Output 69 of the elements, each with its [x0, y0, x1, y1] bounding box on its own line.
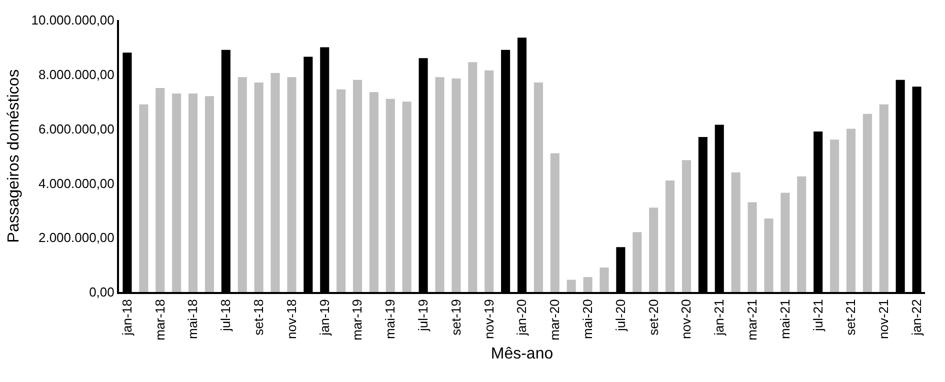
bar [830, 140, 840, 292]
x-tick-label: jul-18 [218, 299, 234, 332]
bar [172, 93, 182, 292]
bar [435, 77, 444, 292]
bar [666, 180, 675, 292]
bar [287, 77, 296, 292]
bar [204, 96, 214, 292]
bar [270, 73, 280, 292]
bar [748, 202, 757, 292]
bar [682, 160, 692, 292]
y-tick-label: 8.000.000,00 [38, 66, 114, 82]
x-tick-label: jan-21 [712, 299, 727, 336]
bar [484, 70, 494, 292]
y-tick-label: 10.000.000,00 [31, 12, 114, 28]
x-tick-label: mai-19 [382, 299, 398, 339]
bar [254, 82, 264, 292]
x-tick-label: mai-21 [777, 299, 792, 339]
y-tick-label: 2.000.000,00 [38, 230, 114, 246]
x-tick-label: set-21 [843, 299, 858, 336]
bar [566, 280, 576, 292]
bar [846, 128, 856, 292]
bar [452, 78, 461, 292]
bar [238, 77, 247, 292]
bar [862, 114, 872, 292]
x-tick-label: mar-18 [152, 299, 168, 340]
x-tick-label: mai-20 [580, 299, 596, 339]
bar [369, 92, 378, 292]
x-tick-label: jul-21 [810, 299, 826, 332]
y-tick-label: 6.000.000,00 [38, 121, 114, 136]
bar [583, 277, 592, 292]
bar [649, 208, 658, 292]
bar [797, 176, 806, 292]
bar [534, 82, 543, 292]
x-tick-label: mar-19 [350, 299, 365, 340]
x-tick-label: set-20 [646, 299, 661, 336]
x-tick-label: jan-22 [909, 299, 924, 336]
bar [188, 93, 198, 292]
bar [352, 80, 362, 292]
x-tick-label: nov-19 [481, 299, 496, 339]
bar [139, 104, 148, 292]
bar [402, 102, 412, 292]
bar [550, 153, 560, 292]
x-tick-label: jul-19 [416, 299, 431, 332]
x-tick-label: nov-21 [876, 299, 892, 339]
x-tick-label: mar-20 [547, 299, 562, 340]
bar [156, 88, 165, 292]
bar [879, 104, 888, 292]
x-tick-label: nov-18 [284, 299, 299, 339]
y-axis-title: Passageiros domésticos [6, 69, 23, 243]
x-tick-label: set-19 [448, 299, 464, 336]
x-axis-title: Mês-ano [490, 346, 554, 363]
x-tick-label: jan-18 [119, 299, 134, 336]
x-tick-label: jan-20 [514, 299, 530, 336]
x-tick-label: jan-19 [316, 299, 332, 336]
bar [386, 98, 395, 292]
x-tick-label: set-18 [251, 299, 266, 336]
x-tick-label: mar-21 [744, 299, 760, 340]
y-tick-label: 4.000.000,00 [38, 176, 114, 191]
bar [336, 89, 346, 292]
x-tick-label: nov-20 [678, 299, 694, 339]
bar [780, 192, 790, 292]
x-tick-label: mai-18 [185, 299, 200, 339]
x-tick-label: jul-20 [612, 299, 628, 332]
bar [764, 218, 774, 292]
bar [468, 62, 478, 292]
bar [731, 172, 740, 292]
bar [600, 268, 609, 292]
y-tick-label: 0,00 [89, 284, 114, 300]
bar [632, 232, 642, 292]
